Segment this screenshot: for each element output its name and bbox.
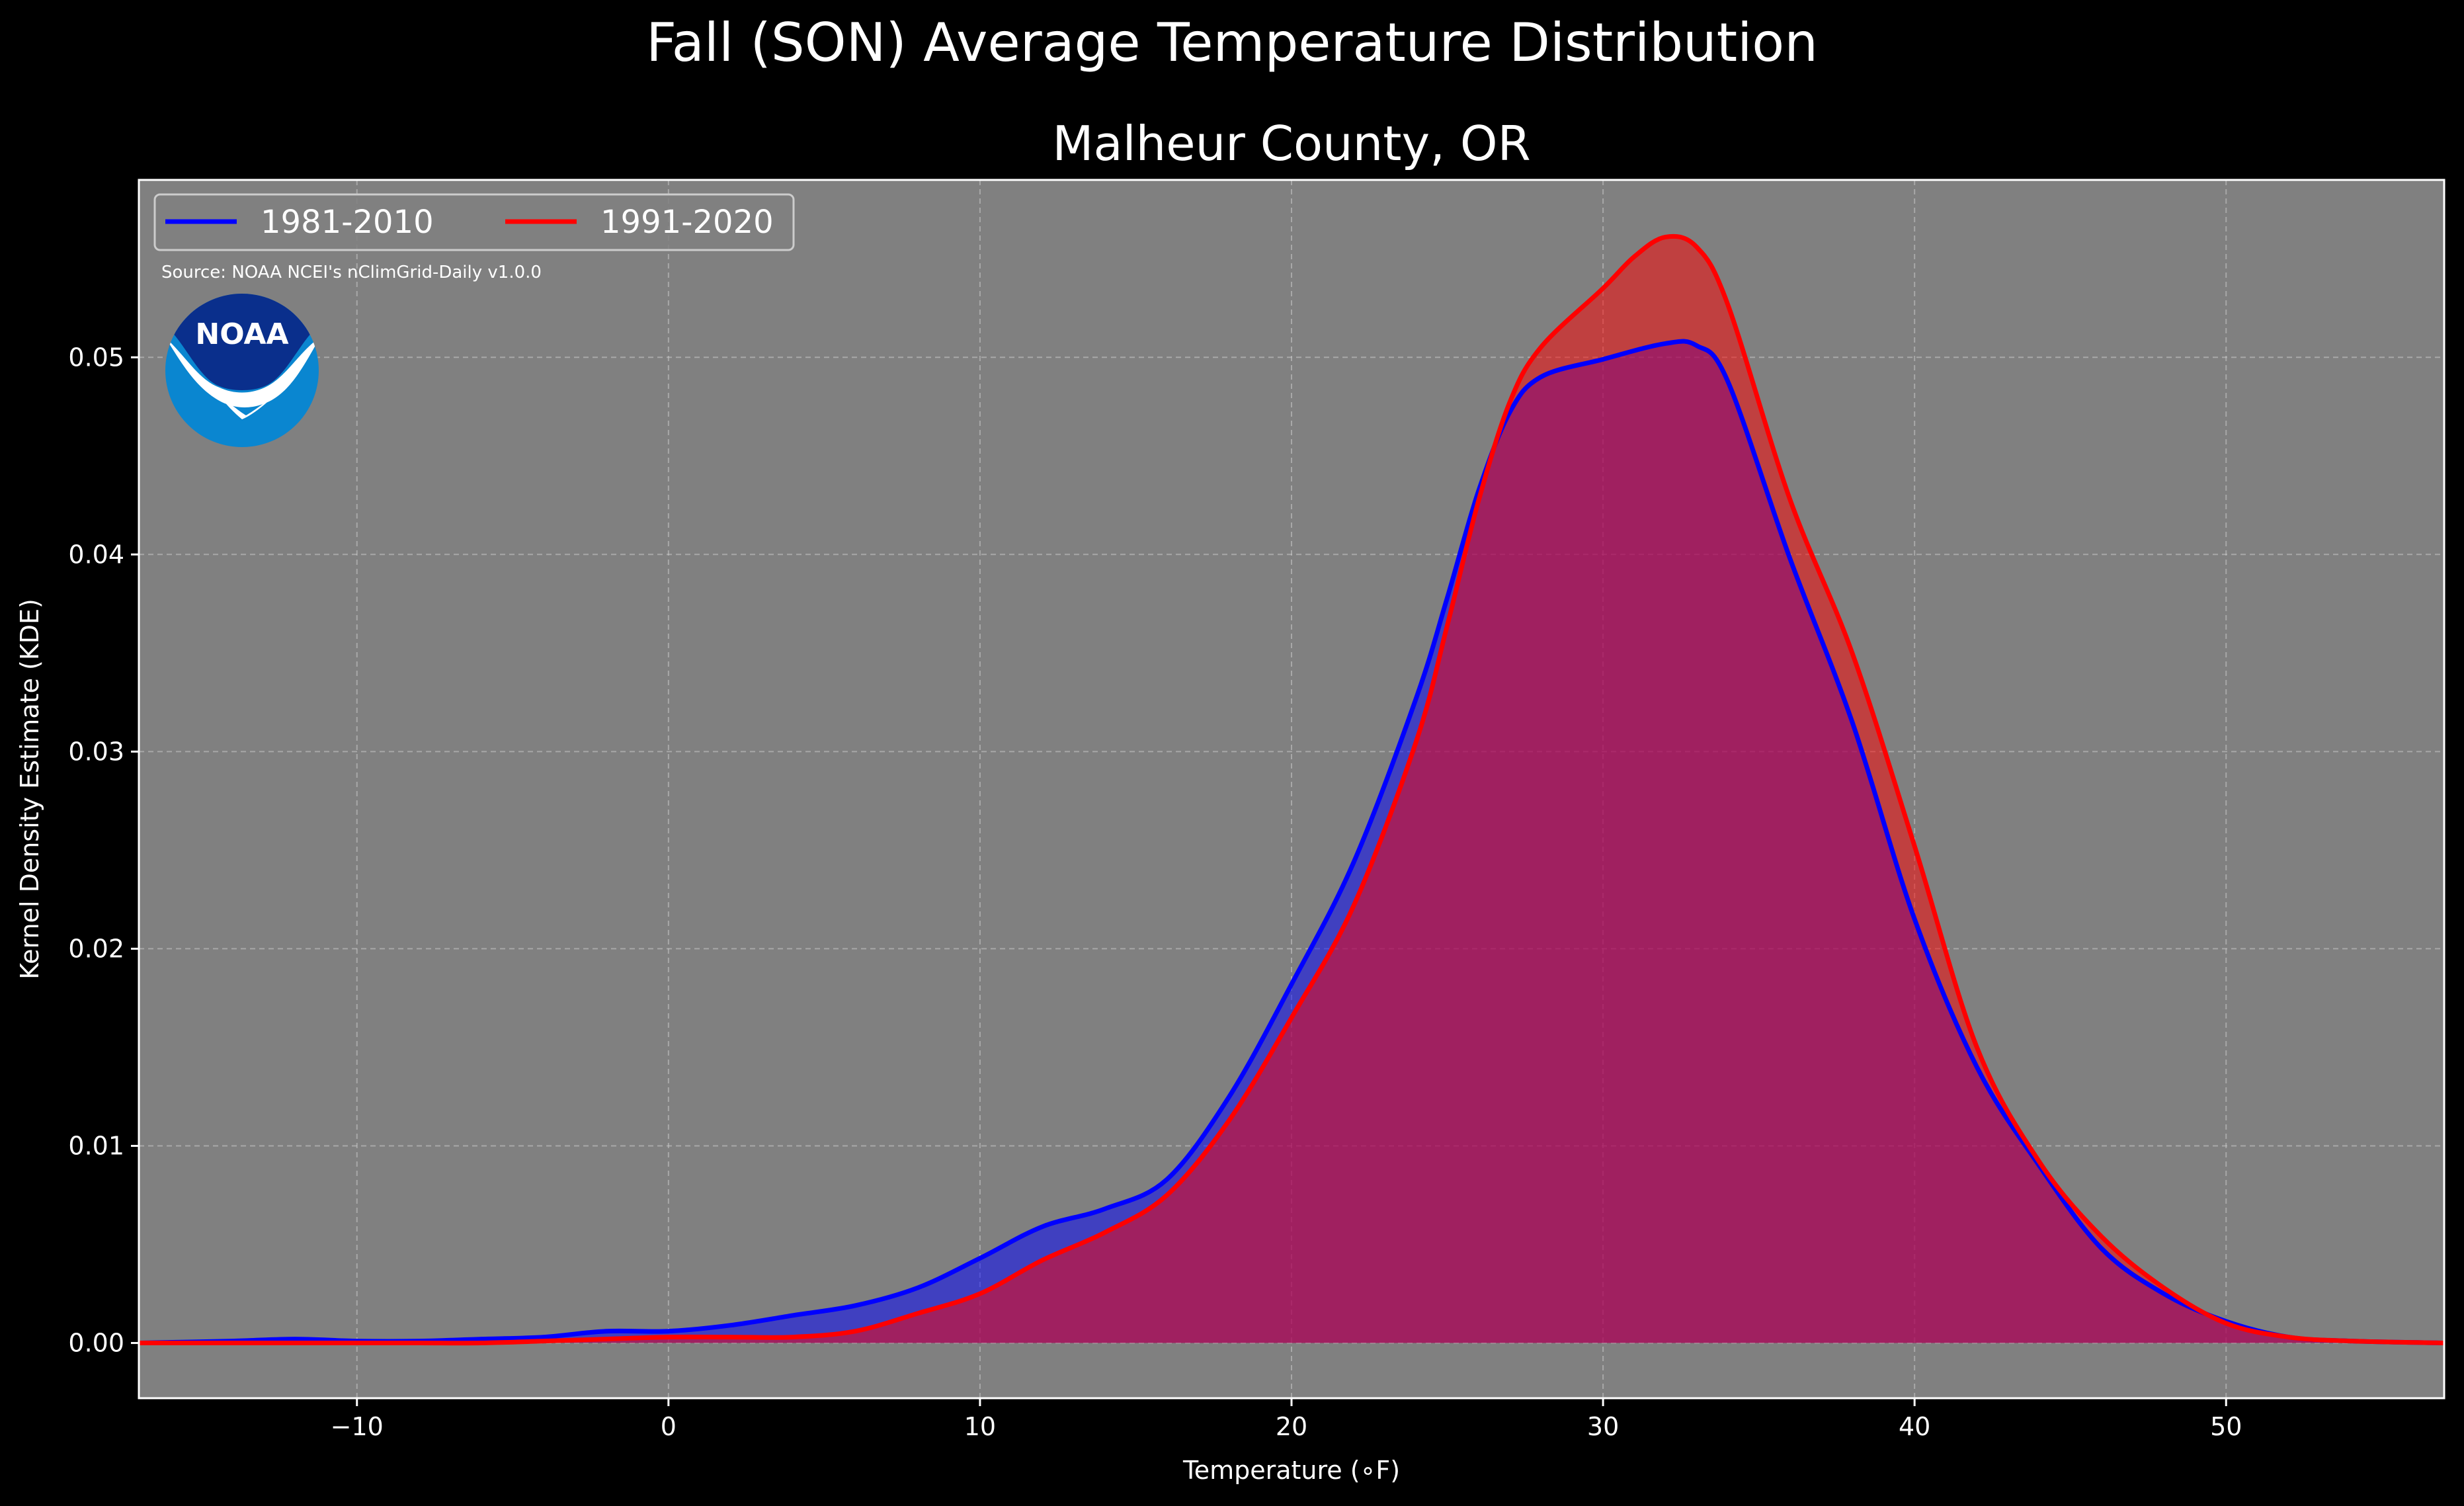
y-tick-label: 0.05: [68, 343, 124, 372]
noaa-logo-bird-icon: [165, 337, 319, 407]
x-tick-label: 20: [1276, 1412, 1307, 1441]
x-tick-label: 40: [1899, 1412, 1930, 1441]
noaa-logo-text: NOAA: [195, 317, 288, 351]
legend-label-1981-2010: 1981-2010: [261, 204, 434, 241]
legend-box: [153, 193, 795, 251]
x-tick-label: 0: [661, 1412, 677, 1441]
noaa-logo-bird-tail-icon: [218, 393, 278, 419]
x-tick-label: −10: [331, 1412, 384, 1441]
x-axis: −10 0 10 20 30 40 50: [331, 1398, 2242, 1441]
series-layer: [138, 233, 2445, 1346]
series-fill-1991-2020: [139, 236, 2444, 1343]
x-tick-label: 30: [1587, 1412, 1619, 1441]
x-tick-label: 10: [964, 1412, 996, 1441]
y-tick-label: 0.00: [68, 1329, 124, 1358]
y-tick-label: 0.03: [68, 737, 124, 766]
y-tick-label: 0.04: [68, 540, 124, 569]
legend: 1981-2010 1991-2020: [153, 193, 795, 251]
series-line-1981-2010: [138, 339, 2445, 1345]
x-axis-label: Temperature (∘F): [1182, 1456, 1400, 1485]
series-line-1991-2020: [139, 233, 2445, 1346]
y-tick-label: 0.02: [68, 934, 124, 963]
y-axis: 0.00 0.01 0.02 0.03 0.04 0.05: [68, 343, 139, 1358]
y-tick-label: 0.01: [68, 1131, 124, 1160]
noaa-logo: NOAA: [165, 294, 319, 447]
legend-label-1991-2020: 1991-2020: [600, 204, 774, 241]
chart-suptitle: Fall (SON) Average Temperature Distribut…: [646, 12, 1818, 73]
noaa-logo-top: [165, 294, 319, 390]
source-note: Source: NOAA NCEI's nClimGrid-Daily v1.0…: [161, 263, 542, 282]
chart-title: Malheur County, OR: [1052, 116, 1530, 171]
y-axis-label: Kernel Density Estimate (KDE): [15, 599, 44, 980]
x-tick-label: 50: [2210, 1412, 2242, 1441]
